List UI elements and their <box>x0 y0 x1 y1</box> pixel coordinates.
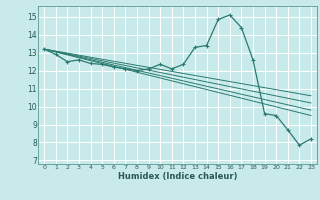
X-axis label: Humidex (Indice chaleur): Humidex (Indice chaleur) <box>118 172 237 181</box>
